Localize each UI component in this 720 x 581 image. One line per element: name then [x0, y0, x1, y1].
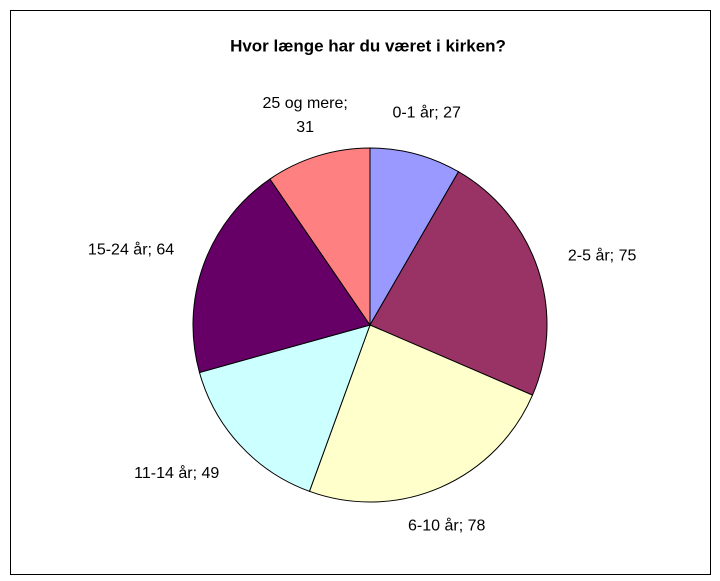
pie-slice [308, 324, 534, 503]
data-label: 6-10 år; 78 [408, 516, 485, 534]
data-label: 11-14 år; 49 [134, 464, 219, 482]
data-label: 0-1 år; 27 [392, 104, 461, 122]
pie-slice [269, 147, 371, 327]
pie-slice [369, 147, 460, 327]
data-label: 15-24 år; 64 [88, 240, 174, 258]
pie-slice [198, 324, 371, 492]
chart-title: Hvor længe har du været i kirken? [230, 36, 506, 55]
data-label: 2-5 år; 75 [568, 246, 637, 264]
pie-slice [192, 178, 371, 374]
data-label: 25 og mere; 31 [262, 95, 347, 136]
pie-slice [369, 171, 548, 396]
